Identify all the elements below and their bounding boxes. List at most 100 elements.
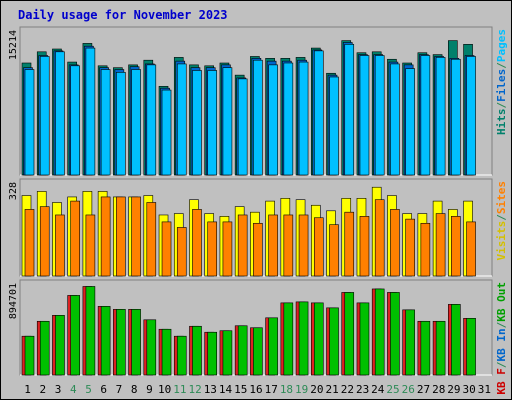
bar-kb-out bbox=[253, 327, 263, 376]
x-tick-label: 22 bbox=[341, 383, 354, 396]
bar-kb-out bbox=[374, 288, 385, 376]
x-tick-label: 8 bbox=[131, 383, 138, 396]
x-tick-label: 27 bbox=[417, 383, 430, 396]
bar-pages bbox=[359, 55, 370, 176]
bar-sites bbox=[100, 196, 111, 277]
bar-kb-out bbox=[298, 301, 309, 376]
bar-kb-out bbox=[222, 330, 233, 376]
bar-pages bbox=[390, 63, 400, 176]
bar-pages bbox=[329, 76, 339, 176]
bar-pages bbox=[237, 78, 248, 176]
bar-sites bbox=[390, 209, 400, 277]
bar-sites bbox=[405, 218, 415, 277]
bar-pages bbox=[131, 69, 141, 176]
bar-pages bbox=[466, 56, 476, 176]
bar-pages bbox=[55, 51, 65, 176]
bar-kb-out bbox=[359, 302, 370, 376]
legend-item: Visits bbox=[495, 221, 508, 261]
x-tick-label: 13 bbox=[204, 383, 217, 396]
legend-item: KB F bbox=[495, 368, 508, 395]
bar-pages bbox=[253, 59, 263, 176]
panel-legend: Hits/Files/Pages bbox=[495, 29, 508, 135]
bar-kb-out bbox=[466, 317, 476, 376]
panel-legend: KB F/KB In/KB Out bbox=[495, 282, 508, 395]
bar-kb-out bbox=[24, 335, 35, 376]
x-axis-labels: 1 2 3 4 5 6 7 8 9 10 11 12 13 14 15 16 17 18 19 20 21 22 23 24 2… bbox=[24, 383, 491, 396]
bar-sites bbox=[24, 209, 35, 277]
bar-sites bbox=[268, 214, 278, 277]
bar-kb-out bbox=[39, 320, 50, 376]
bar-kb-out bbox=[192, 325, 202, 376]
bar-sites bbox=[283, 214, 294, 277]
x-tick-label: 21 bbox=[326, 383, 339, 396]
bar-sites bbox=[146, 202, 157, 277]
x-tick-label: 10 bbox=[158, 383, 171, 396]
x-tick-label: 19 bbox=[295, 383, 308, 396]
bar-pages bbox=[39, 56, 50, 176]
bar-pages bbox=[268, 64, 278, 176]
x-tick-label: 11 bbox=[173, 383, 186, 396]
bar-pages bbox=[405, 68, 415, 176]
bar-kb-out bbox=[268, 317, 278, 376]
x-tick-label: 3 bbox=[55, 383, 62, 396]
bar-pages bbox=[435, 57, 446, 176]
bar-kb-out bbox=[85, 286, 96, 376]
bar-kb-out bbox=[70, 295, 80, 376]
panel-1: 15214 Hits/Files/Pages bbox=[8, 26, 508, 176]
legend-item: Sites bbox=[495, 181, 508, 214]
panel-max-label: 894701 bbox=[8, 283, 19, 319]
legend-item: Pages bbox=[495, 29, 508, 62]
bar-kb-out bbox=[100, 306, 111, 376]
x-tick-label: 18 bbox=[280, 383, 293, 396]
bar-pages bbox=[116, 72, 126, 176]
bar-sites bbox=[55, 214, 65, 277]
legend-item: / bbox=[495, 214, 508, 221]
x-tick-label: 5 bbox=[85, 383, 92, 396]
bar-kb-out bbox=[55, 315, 65, 376]
bar-kb-out bbox=[313, 302, 324, 376]
x-tick-label: 4 bbox=[70, 383, 77, 396]
bar-sites bbox=[451, 216, 461, 277]
bar-pages bbox=[374, 55, 385, 176]
bar-kb-out bbox=[131, 309, 141, 376]
x-tick-label: 29 bbox=[447, 383, 460, 396]
bar-sites bbox=[420, 222, 431, 277]
panel-max-label: 15214 bbox=[8, 30, 19, 60]
bar-sites bbox=[192, 209, 202, 277]
legend-item: / bbox=[495, 62, 508, 69]
bar-sites bbox=[85, 214, 96, 277]
bar-sites bbox=[116, 196, 126, 277]
bar-pages bbox=[344, 44, 355, 176]
bar-pages bbox=[313, 50, 324, 176]
chart-panels: 15214Hits/Files/Pages328Visits/Sites8947… bbox=[8, 26, 508, 395]
x-tick-label: 30 bbox=[463, 383, 476, 396]
bar-sites bbox=[222, 221, 233, 277]
legend-item: / bbox=[495, 321, 508, 328]
x-tick-label: 14 bbox=[219, 383, 233, 396]
bar-sites bbox=[329, 224, 339, 277]
bar-pages bbox=[24, 69, 35, 176]
legend-item: / bbox=[495, 102, 508, 109]
bar-sites bbox=[237, 214, 248, 277]
bar-pages bbox=[298, 61, 309, 176]
bar-sites bbox=[176, 227, 187, 277]
chart-title: Daily usage for November 2023 bbox=[18, 8, 228, 22]
bar-pages bbox=[283, 62, 294, 176]
x-tick-label: 9 bbox=[146, 383, 153, 396]
bar-pages bbox=[70, 65, 80, 176]
bar-sites bbox=[39, 206, 50, 277]
x-tick-label: 16 bbox=[249, 383, 262, 396]
bar-pages bbox=[176, 63, 187, 176]
x-tick-label: 1 bbox=[24, 383, 31, 396]
bar-kb-out bbox=[420, 320, 431, 376]
legend-item: Hits bbox=[495, 109, 508, 136]
bar-sites bbox=[131, 196, 141, 277]
bar-kb-out bbox=[390, 292, 400, 376]
panel-legend: Visits/Sites bbox=[495, 181, 508, 261]
bar-sites bbox=[298, 214, 309, 277]
bar-pages bbox=[207, 70, 218, 176]
bar-kb-out bbox=[344, 292, 355, 376]
bar-sites bbox=[70, 200, 80, 277]
x-tick-label: 31 bbox=[478, 383, 491, 396]
x-tick-label: 24 bbox=[371, 383, 385, 396]
